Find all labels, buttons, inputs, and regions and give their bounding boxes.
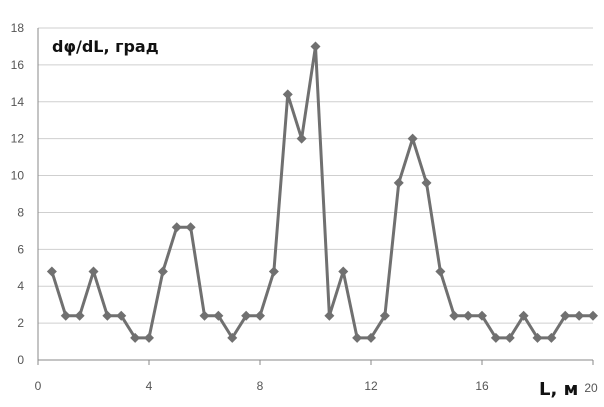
data-point-marker	[588, 310, 598, 321]
data-point-marker	[366, 332, 376, 343]
data-point-marker	[546, 332, 557, 343]
data-point-marker	[435, 266, 446, 277]
y-tick-label: 4	[17, 279, 24, 293]
data-point-marker	[296, 133, 307, 144]
data-point-marker	[60, 310, 71, 321]
data-point-marker	[449, 310, 460, 321]
x-tick-label: 16	[475, 379, 489, 393]
y-tick-label: 10	[11, 169, 25, 183]
data-point-marker	[282, 89, 293, 100]
data-point-marker	[171, 222, 182, 233]
data-point-marker	[185, 222, 196, 233]
data-point-marker	[379, 310, 390, 321]
data-point-marker	[504, 332, 515, 343]
data-point-marker	[255, 310, 265, 321]
y-tick-labels: 0 2 4 6 8 10 12 14 16 18	[11, 21, 25, 367]
x-tick-label: 12	[364, 379, 378, 393]
series-line-group	[50, 44, 593, 340]
data-point-marker	[352, 332, 363, 343]
data-point-marker	[560, 310, 571, 321]
data-point-marker	[463, 310, 474, 321]
x-tick-label: 4	[146, 379, 153, 393]
data-point-marker	[421, 177, 432, 188]
data-point-marker	[324, 310, 335, 321]
y-tick-label: 8	[17, 205, 24, 219]
grid-lines	[38, 27, 593, 361]
data-point-marker	[213, 310, 224, 321]
data-point-marker	[268, 266, 279, 277]
x-axis-label: L, м	[539, 379, 578, 400]
data-point-marker	[116, 310, 127, 321]
data-point-marker	[130, 332, 141, 343]
data-point-marker	[310, 41, 321, 52]
data-point-marker	[199, 310, 210, 321]
data-point-marker	[338, 266, 349, 277]
data-point-marker	[518, 310, 529, 321]
data-point-marker	[490, 332, 501, 343]
data-point-marker	[227, 332, 238, 343]
y-tick-label: 12	[11, 132, 25, 146]
y-tick-label: 16	[11, 58, 25, 72]
y-axis-label: dφ/dL, град	[52, 37, 159, 56]
data-point-marker	[393, 177, 404, 188]
data-point-marker	[46, 266, 57, 277]
x-tick-label: 8	[257, 379, 264, 393]
data-point-marker	[88, 266, 99, 277]
x-tick-label: 0	[35, 379, 42, 393]
x-tick-labels: 0 4 8 12 16 20	[35, 379, 598, 395]
data-point-marker	[532, 332, 543, 343]
data-point-marker	[102, 310, 113, 321]
data-point-marker	[157, 266, 168, 277]
series-line	[50, 44, 593, 340]
y-tick-label: 0	[17, 353, 24, 367]
data-point-marker	[477, 310, 487, 321]
data-point-marker	[74, 310, 85, 321]
y-tick-label: 6	[17, 242, 24, 256]
y-tick-label: 18	[11, 21, 25, 35]
data-point-marker	[241, 310, 252, 321]
series-markers	[46, 41, 598, 343]
data-point-marker	[144, 332, 154, 343]
data-point-marker	[574, 310, 585, 321]
y-tick-label: 14	[11, 95, 25, 109]
y-tick-label: 2	[17, 316, 24, 330]
data-point-marker	[407, 133, 418, 144]
axes	[37, 28, 594, 365]
x-tick-label: 20	[584, 381, 598, 395]
